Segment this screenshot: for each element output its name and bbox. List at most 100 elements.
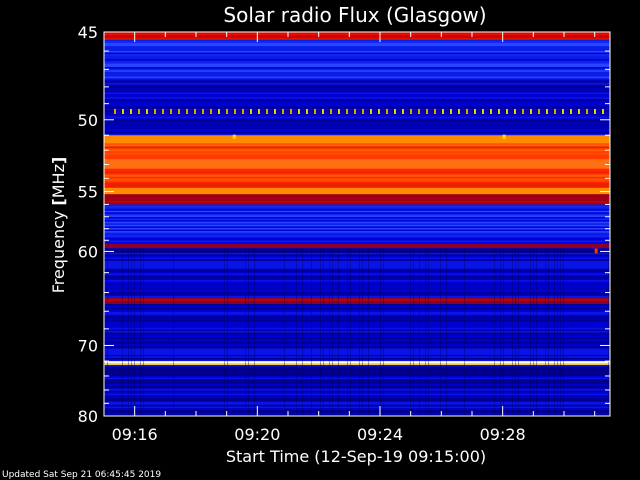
band-stripe [104, 52, 610, 55]
band-stripe [104, 76, 610, 79]
band-stripe [104, 55, 610, 58]
interference-spike [450, 109, 452, 114]
band-stripe [104, 87, 610, 90]
band-stripe [104, 390, 610, 393]
interference-spike [138, 109, 140, 114]
band-stripe [104, 357, 610, 360]
band-stripe [104, 259, 610, 262]
band-stripe [104, 275, 610, 278]
interference-spike [314, 109, 316, 114]
band-stripe [104, 186, 610, 189]
x-tick-label: 09:28 [480, 425, 526, 444]
time-streak [302, 248, 303, 417]
interference-spike [394, 109, 396, 114]
band-stripe [104, 231, 610, 234]
band-stripe [104, 111, 610, 114]
band-stripe [104, 163, 610, 166]
band-stripe [104, 257, 610, 260]
interference-spike [170, 109, 172, 114]
band-stripe [104, 235, 610, 238]
band-stripe [104, 42, 610, 45]
band-stripe [104, 98, 610, 101]
time-streak [173, 248, 174, 417]
y-tick-label: 80 [78, 407, 98, 426]
interference-spike [578, 109, 580, 114]
band-stripe [104, 44, 610, 47]
band-stripe [104, 342, 610, 345]
time-streak [383, 248, 384, 417]
band-stripe [104, 302, 610, 305]
time-streak [512, 248, 513, 417]
band-stripe [104, 148, 610, 150]
band-stripe [104, 315, 610, 318]
time-streak [296, 248, 297, 417]
time-streak [332, 248, 333, 417]
y-axis-unit-bracket-close: ] [49, 157, 68, 164]
y-axis-label: Frequency [MHz] [49, 157, 68, 294]
band-stripe [104, 229, 610, 232]
band-stripe [104, 194, 610, 197]
interference-spike [242, 109, 244, 114]
band-stripe [104, 168, 610, 171]
interference-spike [410, 109, 412, 114]
time-streak [254, 248, 255, 417]
band-stripe [104, 66, 610, 69]
time-streak [413, 248, 414, 417]
time-streak [284, 248, 285, 417]
band-stripe [104, 151, 610, 154]
band-stripe [104, 329, 610, 332]
band-stripe [104, 337, 610, 340]
band-stripe [104, 366, 610, 369]
interference-spike [474, 109, 476, 114]
time-streak [131, 248, 132, 417]
band-stripe [104, 105, 610, 108]
time-streak [248, 248, 249, 417]
band-stripe [104, 57, 610, 60]
interference-spike [458, 109, 460, 114]
band-stripe [104, 58, 610, 61]
band-stripe [104, 74, 610, 77]
interference-spike [498, 109, 500, 114]
interference-spike [586, 109, 588, 114]
time-streak [557, 248, 558, 417]
y-tick-label: 60 [78, 242, 98, 261]
interference-spike [234, 109, 236, 114]
time-streak [563, 248, 564, 417]
band-stripe [104, 295, 610, 298]
interference-spike [130, 109, 132, 114]
band-stripe [104, 135, 610, 138]
time-streak [560, 248, 561, 417]
x-tick-label: 09:16 [112, 425, 158, 444]
band-stripe [104, 318, 610, 321]
band-stripe [104, 388, 610, 391]
interference-spike [218, 109, 220, 114]
interference-spike [114, 109, 116, 114]
band-stripe [104, 376, 610, 379]
band-stripe [104, 106, 610, 109]
band-stripe [104, 103, 610, 106]
band-stripe [104, 62, 610, 65]
band-stripe [104, 122, 610, 125]
chart-title: Solar radio Flux (Glasgow) [223, 3, 486, 27]
time-streak [329, 248, 330, 417]
band-stripe [104, 292, 610, 295]
band-stripe [104, 361, 610, 364]
band-stripe [104, 324, 610, 327]
band-stripe [104, 199, 610, 202]
band-stripe [104, 82, 610, 85]
band-stripe [104, 380, 610, 383]
time-streak [134, 248, 135, 417]
band-stripe [104, 100, 610, 103]
band-stripe [104, 224, 610, 227]
band-stripe [104, 401, 610, 404]
time-streak [128, 248, 129, 417]
band-stripe [104, 197, 610, 200]
band-stripe [104, 209, 610, 212]
band-stripe [104, 79, 610, 82]
interference-spike [538, 109, 540, 114]
interference-spike [442, 109, 444, 114]
time-streak [548, 248, 549, 417]
band-stripe [104, 319, 610, 322]
interference-spike [306, 109, 308, 114]
interference-spike [434, 109, 436, 114]
